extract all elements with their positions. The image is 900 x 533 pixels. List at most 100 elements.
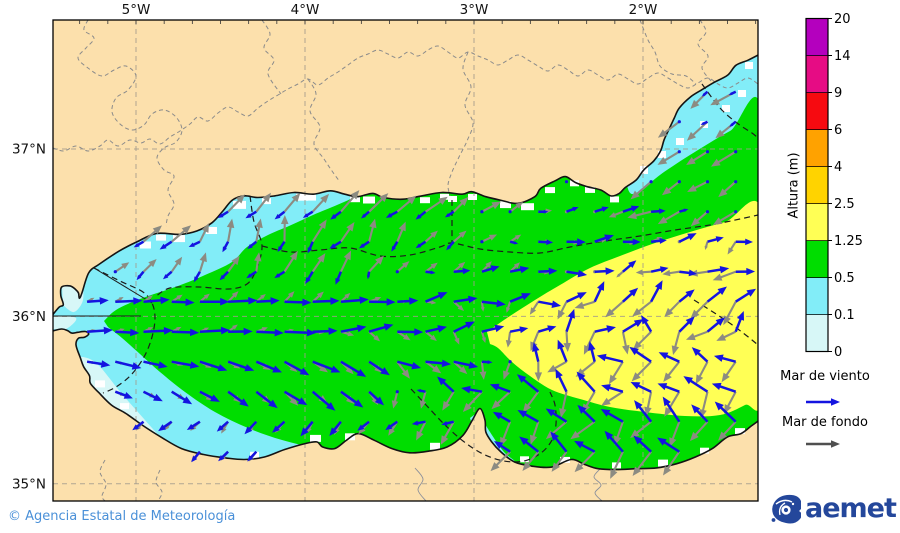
swell-arrow-head bbox=[657, 157, 668, 165]
windsea-arrow-head bbox=[247, 455, 254, 462]
windsea-arrow bbox=[311, 390, 331, 407]
windsea-arrow-head bbox=[545, 408, 556, 417]
windsea-arrow-head bbox=[391, 246, 396, 252]
windsea-arrow-head bbox=[103, 326, 113, 335]
windsea-arrow bbox=[138, 270, 145, 278]
windsea-arrow-head bbox=[577, 238, 586, 246]
swell-arrow bbox=[526, 391, 540, 407]
swell-arrow-head bbox=[346, 221, 355, 232]
colorbar-title: Altura (m) bbox=[786, 152, 802, 219]
data-gap bbox=[140, 241, 151, 249]
windsea-arrow-head bbox=[244, 426, 253, 435]
swell-arrow-head bbox=[664, 407, 673, 417]
windsea-arrow-head bbox=[329, 243, 336, 249]
windsea-arrow bbox=[637, 384, 652, 393]
colorbar-level-label: 4 bbox=[834, 160, 842, 175]
swell-arrow-head bbox=[118, 296, 124, 301]
colorbar-level-label: 9 bbox=[834, 86, 842, 101]
swell-arrow-head bbox=[686, 131, 697, 141]
swell-arrow bbox=[198, 229, 207, 243]
windsea-arrow-head bbox=[519, 265, 530, 274]
windsea-arrow bbox=[115, 330, 132, 334]
swell-arrow bbox=[283, 257, 295, 273]
swell-arrow-head bbox=[226, 218, 235, 229]
windsea-arrow-head bbox=[130, 328, 140, 337]
windsea-arrow bbox=[538, 300, 554, 306]
swell-arrow bbox=[723, 180, 737, 193]
windsea-arrow-head bbox=[330, 365, 341, 373]
windsea-arrow bbox=[248, 420, 258, 431]
windsea-arrow bbox=[162, 420, 173, 429]
swell-arrow-head bbox=[289, 364, 298, 373]
windsea-arrow-head bbox=[302, 213, 309, 218]
windsea-arrow bbox=[312, 360, 334, 371]
windsea-arrow bbox=[361, 240, 370, 247]
swell-arrow bbox=[726, 301, 737, 319]
windsea-arrow-head bbox=[416, 389, 421, 393]
windsea-arrow-head bbox=[222, 246, 227, 253]
data-gap bbox=[610, 196, 619, 203]
swell-arrow bbox=[142, 229, 157, 243]
windsea-arrow bbox=[678, 208, 686, 213]
zone-boundary bbox=[410, 388, 557, 463]
swell-arrow-head bbox=[174, 256, 183, 266]
data-gap bbox=[521, 203, 534, 211]
windsea-arrow-head bbox=[306, 328, 316, 337]
windsea-arrow bbox=[734, 180, 738, 184]
swell-arrow bbox=[532, 301, 540, 311]
windsea-arrow bbox=[395, 270, 399, 274]
windsea-arrow-head bbox=[492, 411, 503, 420]
windsea-arrow bbox=[565, 294, 581, 303]
swell-arrow bbox=[726, 391, 737, 408]
swell-arrow-head bbox=[715, 129, 725, 139]
windsea-arrow bbox=[86, 360, 103, 366]
swell-arrow bbox=[114, 265, 125, 273]
swell-arrow bbox=[612, 361, 624, 379]
swell-arrow-head bbox=[358, 426, 366, 435]
windsea-arrow-head bbox=[632, 238, 641, 246]
map-inside bbox=[53, 20, 758, 501]
swell-arrow-head bbox=[632, 340, 642, 350]
windsea-arrow-head bbox=[521, 293, 531, 301]
swell-arrow bbox=[421, 391, 427, 403]
windsea-arrow bbox=[508, 360, 512, 364]
swell-arrow bbox=[674, 331, 681, 348]
windsea-arrow-head bbox=[186, 423, 195, 431]
colorbar-segment bbox=[806, 277, 828, 315]
windsea-arrow-head bbox=[239, 398, 249, 407]
swell-arrow-head bbox=[545, 430, 556, 440]
windsea-arrow-head bbox=[630, 381, 641, 390]
windsea-arrow-head bbox=[468, 361, 479, 369]
swell-arrow-head bbox=[289, 396, 299, 406]
swell-arrow-head bbox=[407, 195, 417, 205]
copyright-text: © Agencia Estatal de Meteorología bbox=[8, 509, 236, 524]
swell-arrow bbox=[667, 361, 681, 377]
windsea-arrow-head bbox=[685, 316, 695, 326]
swell-arrow-head bbox=[485, 261, 492, 268]
colorbar: 0 0.1 0.5 1.25 2.5 4 6 9 14 20 bbox=[805, 12, 863, 360]
windsea-arrow bbox=[695, 409, 709, 423]
windsea-arrow bbox=[453, 298, 470, 303]
windsea-arrow bbox=[305, 210, 314, 217]
swell-arrow-head bbox=[345, 395, 355, 404]
windsea-arrow bbox=[283, 390, 302, 403]
colorbar-segment bbox=[806, 92, 828, 130]
windsea-arrow bbox=[604, 356, 624, 363]
colorbar-segment bbox=[806, 55, 828, 93]
swell-arrow bbox=[579, 450, 596, 468]
swell-arrow-head bbox=[479, 371, 487, 380]
swell-arrow bbox=[509, 204, 519, 213]
windsea-arrow-head bbox=[654, 280, 663, 290]
windsea-arrow bbox=[534, 349, 540, 362]
swell-arrow bbox=[555, 451, 568, 467]
windsea-arrow-head bbox=[272, 365, 282, 373]
data-gap bbox=[468, 194, 477, 200]
sea-area-calm bbox=[53, 316, 77, 330]
swell-arrow bbox=[612, 451, 624, 473]
windsea-arrow bbox=[389, 210, 398, 217]
windsea-arrow bbox=[594, 327, 609, 333]
windsea-arrow-head bbox=[441, 421, 448, 426]
windsea-arrow-head bbox=[659, 266, 669, 273]
swell-arrow-head bbox=[669, 437, 677, 447]
windsea-arrow-head bbox=[357, 424, 365, 431]
